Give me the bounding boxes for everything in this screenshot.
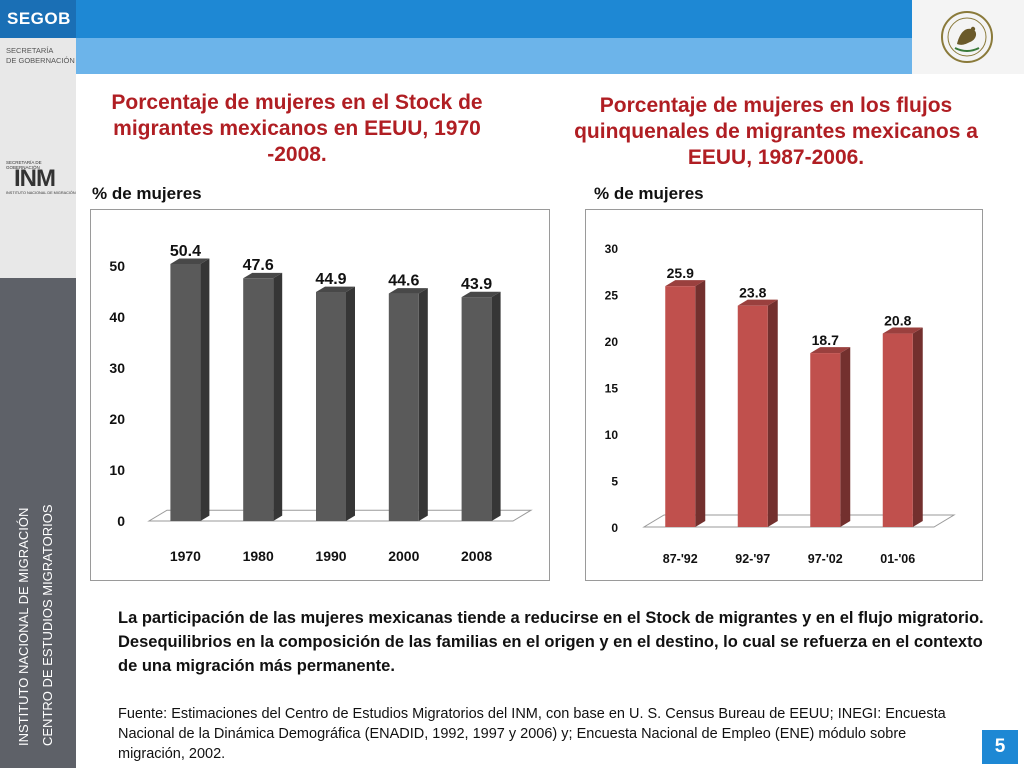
chart1-svg: 0 10 20 30 40 50 50.4 1970 47.6 1980 44.9 1990 44.6 2… (109, 243, 533, 564)
chart2-ytick-label: 10 (605, 428, 619, 442)
chart1-bar-side (418, 288, 428, 521)
brand-name: SEGOB (7, 9, 71, 28)
source-text: Fuente: Estimaciones del Centro de Estud… (118, 706, 946, 762)
chart2-bar-top (810, 347, 851, 354)
secretaria-line2: DE GOBERNACIÓN (6, 56, 75, 65)
inm-logo: SECRETARÍA DE GOBERNACIÓN INM INSTITUTO … (6, 160, 76, 198)
chart2-category-label: 92-'97 (735, 552, 770, 566)
chart1-ytick-label: 10 (109, 462, 125, 478)
chart1-category-label: 2000 (388, 548, 419, 564)
chart1-bar-side (491, 291, 501, 521)
chart1-category-label: 1970 (170, 548, 201, 564)
chart1-bar (461, 297, 492, 521)
chart2-bar-side (695, 280, 706, 527)
chart1-ytick-label: 0 (117, 513, 125, 529)
chart2-value-label: 23.8 (739, 285, 766, 301)
chart1-bar-top (316, 286, 355, 293)
chart2-category-label: 97-'02 (808, 552, 843, 566)
chart1-bar (316, 292, 346, 521)
chart2-ytick-label: 15 (605, 382, 619, 396)
chart1-value-label: 44.9 (315, 271, 346, 288)
sidebar-institute-label: INSTITUTO NACIONAL DE MIGRACIÓN (16, 507, 31, 746)
secretaria-label: SECRETARÍA DE GOBERNACIÓN (6, 46, 75, 66)
chart1-value-label: 43.9 (461, 276, 492, 293)
chart1-ytick-label: 50 (109, 258, 125, 274)
chart2-ytick-label: 25 (605, 289, 619, 303)
chart1-value-label: 47.6 (243, 257, 274, 274)
chart1-bar (243, 278, 274, 521)
chart1-bar-top (243, 272, 283, 279)
chart1-bar-side (200, 258, 210, 521)
header-subbar (76, 38, 912, 74)
chart1-value-label: 44.6 (388, 273, 419, 290)
left-strip (0, 38, 76, 278)
chart2-category-label: 87-'92 (663, 552, 698, 566)
chart2-bar-top (665, 280, 706, 287)
chart1-ytick-label: 20 (109, 411, 125, 427)
chart1-ytick-label: 30 (109, 360, 125, 376)
chart1-category-label: 1980 (243, 548, 274, 564)
chart2-ytick-label: 5 (611, 475, 618, 489)
chart2-ytick-label: 0 (611, 521, 618, 535)
chart1-ylabel: % de mujeres (92, 184, 202, 203)
chart1-bar (388, 293, 419, 521)
chart2-bar (810, 353, 841, 527)
chart2-bar (737, 305, 768, 527)
chart2-ytick-label: 30 (605, 242, 619, 256)
chart2-ytick-label: 20 (605, 335, 619, 349)
chart1-bar-side (346, 286, 355, 521)
mexico-seal-icon (941, 11, 993, 63)
chart1-bar (170, 263, 201, 521)
chart2-bar (665, 286, 696, 527)
chart2-bar-side (767, 299, 778, 527)
chart2-svg: 0 5 10 15 20 25 30 25.9 87-'92 23.8 92-'97 18.7 97-'… (605, 242, 956, 566)
chart1-bar-top (461, 291, 501, 298)
chart1-bar-top (388, 288, 428, 294)
chart2-frame: 0 5 10 15 20 25 30 25.9 87-'92 23.8 92-'97 18.7 97-'… (585, 209, 983, 581)
chart2-bar-side (840, 347, 851, 527)
chart1-frame: 0 10 20 30 40 50 50.4 1970 47.6 1980 44.9 1990 44.6 2… (90, 209, 550, 581)
segob-logo: SEGOB (0, 0, 76, 38)
chart1-category-label: 2008 (461, 548, 492, 564)
chart2-value-label: 20.8 (884, 313, 911, 329)
chart1-title: Porcentaje de mujeres en el Stock de mig… (111, 91, 483, 166)
chart2-category-label: 01-'06 (880, 552, 915, 566)
chart2-value-label: 18.7 (812, 332, 839, 348)
summary-text: La participación de las mujeres mexicana… (118, 609, 984, 675)
chart2-ylabel: % de mujeres (594, 184, 704, 203)
sidebar (0, 278, 76, 768)
chart2-bar-top (882, 327, 923, 334)
chart2-bar-top (737, 299, 778, 306)
chart2-value-label: 25.9 (667, 265, 694, 281)
chart1-ytick-label: 40 (109, 309, 125, 325)
secretaria-line1: SECRETARÍA (6, 46, 54, 55)
chart1-bar-side (273, 272, 283, 521)
inm-logo-mark: INM (14, 165, 56, 192)
sidebar-center-label: CENTRO DE ESTUDIOS MIGRATORIOS (40, 504, 55, 746)
chart1-category-label: 1990 (315, 548, 346, 564)
page-number: 5 (982, 730, 1018, 764)
chart1-bar-top (170, 258, 210, 264)
chart1-value-label: 50.4 (170, 243, 201, 260)
inm-logo-top: SECRETARÍA DE GOBERNACIÓN (6, 160, 42, 170)
inm-logo-bottom: INSTITUTO NACIONAL DE MIGRACIÓN (6, 191, 76, 195)
chart2-bar-side (912, 327, 923, 527)
header-bar (0, 0, 912, 38)
chart2-title: Porcentaje de mujeres en los flujos quin… (574, 94, 978, 169)
chart2-bar (882, 333, 913, 527)
